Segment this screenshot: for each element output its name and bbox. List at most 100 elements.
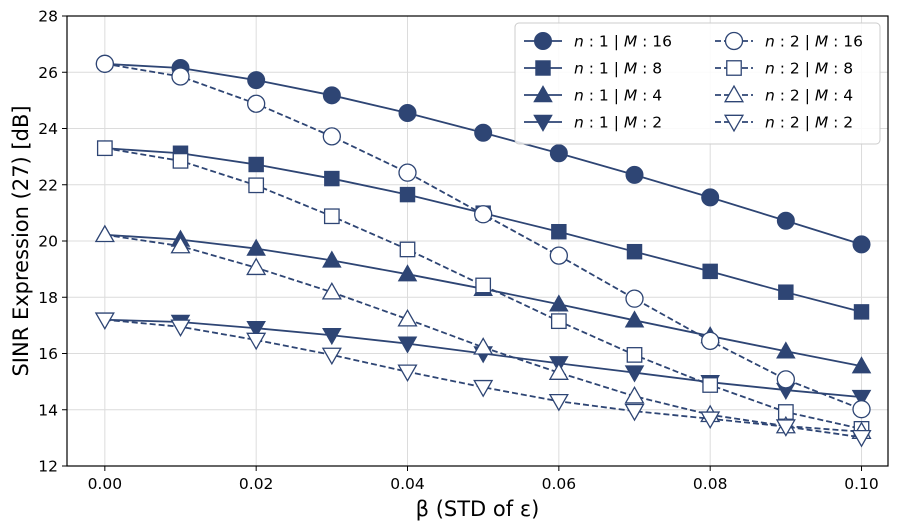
x-tick-label: 0.06	[542, 475, 577, 493]
legend-marker	[723, 114, 745, 133]
data-point-marker	[321, 347, 342, 366]
data-point-marker	[549, 144, 568, 163]
y-tick-label: 24	[38, 120, 58, 138]
data-point-marker	[624, 403, 645, 422]
legend-entry: n : 1 | M : 8	[524, 60, 662, 78]
y-tick-label: 28	[38, 8, 58, 26]
legend-entry: n : 1 | M : 4	[524, 85, 662, 105]
data-point-marker	[322, 86, 341, 105]
legend-label: n : 2 | M : 2	[765, 114, 853, 132]
data-point-marker	[775, 419, 796, 437]
legend-label: n : 2 | M : 16	[765, 33, 863, 51]
data-point-marker	[324, 170, 340, 187]
legend-box	[514, 22, 881, 145]
data-point-marker	[323, 208, 340, 225]
y-tick-label: 14	[38, 401, 58, 419]
data-point-marker	[397, 364, 418, 383]
data-point-marker	[702, 263, 718, 280]
data-point-marker	[397, 336, 418, 354]
x-tick-label: 0.08	[693, 475, 728, 493]
data-point-marker	[778, 284, 794, 300]
data-point-marker	[322, 250, 342, 268]
x-axis-title: β (STD of ε)	[416, 497, 540, 521]
legend-marker	[724, 31, 744, 51]
legend-label: n : 1 | M : 2	[574, 114, 662, 132]
data-point-marker	[398, 104, 417, 123]
data-point-marker	[172, 152, 189, 169]
legend-label: n : 1 | M : 4	[574, 87, 662, 105]
data-point-marker	[399, 241, 416, 258]
series-n-2-m-2	[94, 312, 872, 448]
data-point-marker	[397, 264, 418, 282]
data-point-marker	[474, 205, 493, 224]
data-point-marker	[94, 224, 115, 243]
data-point-marker	[398, 163, 417, 182]
legend-entry: n : 1 | M : 16	[524, 32, 672, 51]
legend-label: n : 1 | M : 16	[574, 33, 672, 51]
data-point-marker	[474, 123, 493, 142]
data-point-marker	[247, 94, 266, 113]
legend: n : 1 | M : 16 n : 1 | M : 8 n : 1 | M : 4…	[514, 22, 881, 145]
data-point-marker	[94, 312, 115, 330]
data-point-marker	[549, 246, 568, 265]
data-point-marker	[475, 277, 492, 294]
data-point-marker	[473, 379, 494, 398]
legend-entry: n : 2 | M : 8	[715, 60, 853, 78]
data-point-marker	[397, 308, 418, 327]
series-line	[104, 233, 862, 433]
data-point-marker	[322, 328, 342, 346]
y-tick-label: 12	[38, 458, 58, 476]
legend-marker	[533, 114, 553, 132]
data-point-marker	[248, 177, 265, 194]
y-tick-label: 20	[38, 233, 58, 251]
data-point-marker	[321, 281, 342, 300]
legend-label: n : 2 | M : 4	[765, 87, 853, 105]
data-point-marker	[95, 54, 114, 73]
data-point-marker	[246, 320, 266, 339]
y-tick-label: 22	[38, 176, 58, 194]
y-tick-label: 18	[38, 289, 58, 307]
series-line	[104, 147, 862, 430]
data-point-marker	[551, 223, 567, 240]
series-layer	[94, 54, 872, 448]
data-point-marker	[776, 370, 795, 389]
data-point-marker	[624, 365, 645, 383]
data-point-marker	[624, 386, 645, 404]
data-point-marker	[851, 389, 872, 408]
legend-marker	[723, 84, 745, 103]
data-point-marker	[776, 211, 795, 230]
data-point-marker	[852, 235, 871, 254]
y-tick-label: 16	[38, 345, 58, 363]
legend-label: n : 2 | M : 8	[765, 60, 853, 78]
data-point-marker	[700, 411, 721, 429]
data-point-marker	[851, 356, 872, 374]
data-point-marker	[626, 243, 643, 260]
data-point-marker	[246, 238, 266, 256]
data-point-marker	[701, 188, 720, 207]
data-point-marker	[96, 140, 113, 157]
legend-marker	[534, 32, 552, 50]
legend-entry: n : 1 | M : 2	[524, 114, 662, 132]
data-point-marker	[852, 400, 871, 419]
data-point-marker	[625, 165, 644, 184]
data-point-marker	[853, 304, 870, 320]
legend-marker	[726, 60, 742, 76]
x-tick-label: 0.10	[844, 475, 879, 493]
data-point-marker	[549, 294, 569, 312]
legend-entry: n : 2 | M : 16	[715, 31, 863, 51]
data-point-marker	[548, 393, 569, 412]
legend-label: n : 1 | M : 8	[574, 60, 662, 78]
x-tick-label: 0.02	[239, 475, 274, 493]
data-point-marker	[851, 429, 872, 448]
data-point-marker	[701, 331, 720, 350]
data-point-marker	[776, 341, 796, 359]
legend-entry: n : 2 | M : 4	[715, 84, 853, 105]
data-point-marker	[702, 377, 719, 393]
data-point-marker	[170, 235, 191, 254]
data-point-marker	[322, 127, 341, 146]
data-point-marker	[246, 257, 267, 276]
data-point-marker	[624, 310, 645, 328]
y-axis-title: SINR Expression (27) [dB]	[9, 105, 33, 376]
series-line	[104, 318, 862, 439]
series-n-1-m-16	[95, 54, 871, 254]
